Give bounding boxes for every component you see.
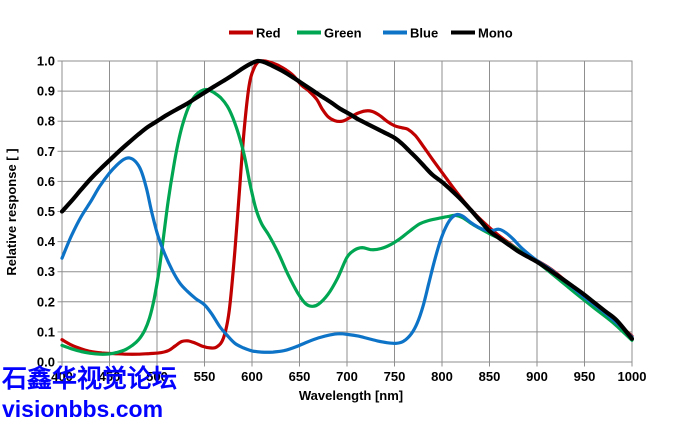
x-axis-tick-labels: 400 450 500 550 600 650 700 750 800 850 900 950 1000 xyxy=(51,369,646,384)
x-tick-label: 400 xyxy=(51,369,73,384)
gridlines xyxy=(61,60,633,363)
y-tick-label: 0.2 xyxy=(37,294,55,309)
legend-item-blue: Blue xyxy=(383,26,438,41)
watermark-site-name: 石鑫华视觉论坛 xyxy=(2,365,178,393)
x-tick-label: 700 xyxy=(336,369,358,384)
y-tick-label: 0.9 xyxy=(37,84,55,99)
y-tick-label: 0.5 xyxy=(37,204,55,219)
watermark-site-url: visionbbs.com xyxy=(2,396,164,422)
y-tick-label: 0.4 xyxy=(37,234,56,249)
x-tick-label: 950 xyxy=(574,369,596,384)
curve-blue xyxy=(60,156,634,354)
x-tick-label: 650 xyxy=(289,369,311,384)
legend-label-red: Red xyxy=(256,26,281,41)
y-tick-label: 0.6 xyxy=(37,174,55,189)
legend-item-red: Red xyxy=(229,26,281,41)
y-axis-title: Relative response [ ] xyxy=(4,148,19,275)
x-axis-title: Wavelength [nm] xyxy=(299,388,403,403)
x-tick-label: 600 xyxy=(241,369,263,384)
x-tick-label: 900 xyxy=(526,369,548,384)
y-tick-label: 0.7 xyxy=(37,144,55,159)
x-tick-label: 850 xyxy=(479,369,501,384)
legend-label-blue: Blue xyxy=(410,26,438,41)
y-tick-label: 0.3 xyxy=(37,264,55,279)
legend-label-green: Green xyxy=(324,26,362,41)
legend-item-mono: Mono xyxy=(451,26,513,41)
x-tick-label: 1000 xyxy=(618,369,647,384)
y-tick-label: 0.0 xyxy=(37,355,55,370)
x-tick-label: 550 xyxy=(194,369,216,384)
y-tick-label: 0.8 xyxy=(37,114,55,129)
x-tick-label: 750 xyxy=(384,369,406,384)
chart-legend: Red Green Blue Mono xyxy=(229,26,513,41)
y-axis-tick-labels: 0.0 0.1 0.2 0.3 0.4 0.5 0.6 0.7 0.8 0.9 1.0 xyxy=(37,54,56,370)
axis-ticks xyxy=(57,60,633,367)
x-tick-label: 800 xyxy=(431,369,453,384)
curve-mono xyxy=(60,58,634,341)
x-tick-label: 450 xyxy=(99,369,121,384)
x-tick-label: 500 xyxy=(146,369,168,384)
legend-item-green: Green xyxy=(297,26,362,41)
legend-label-mono: Mono xyxy=(478,26,513,41)
y-tick-label: 1.0 xyxy=(37,54,55,69)
curves xyxy=(60,58,634,356)
y-tick-label: 0.1 xyxy=(37,324,55,339)
